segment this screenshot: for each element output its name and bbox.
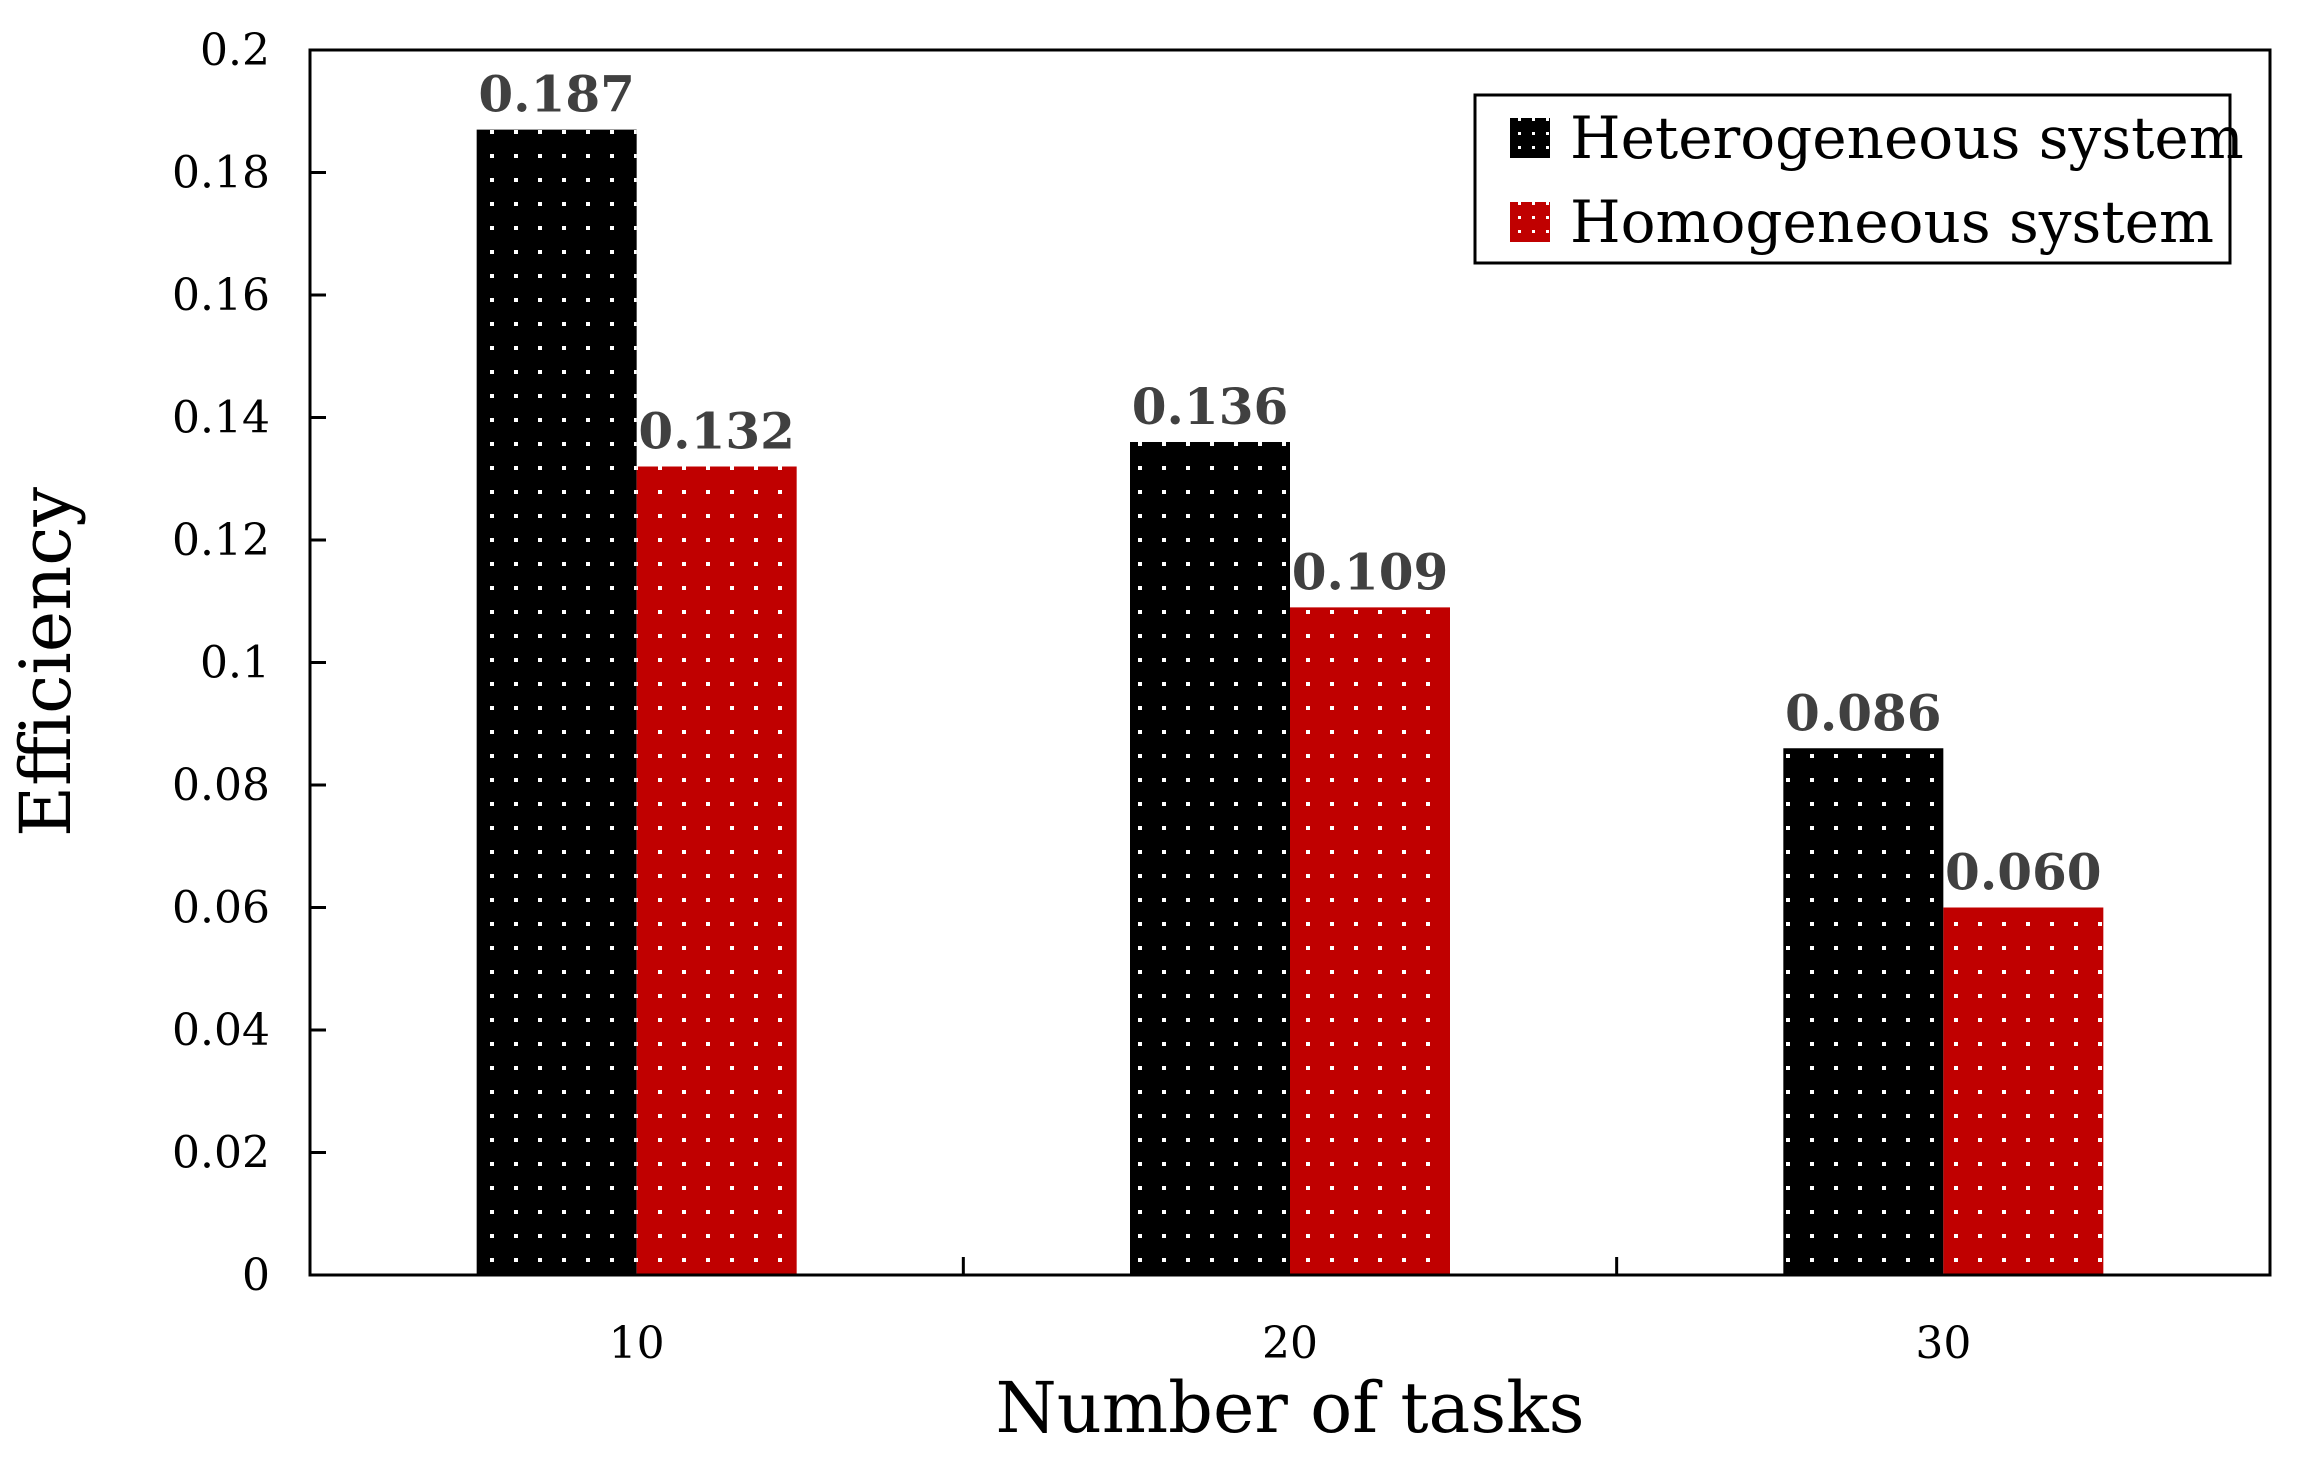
bar: [636, 466, 797, 1275]
bar-pattern: [476, 129, 637, 1275]
legend-swatch: [1510, 118, 1550, 158]
legend-label: Homogeneous system: [1570, 188, 2214, 256]
bars-group: [476, 129, 2104, 1275]
data-label: 0.132: [638, 402, 795, 461]
y-tick-label: 0.02: [172, 1128, 270, 1179]
x-axis-title: Number of tasks: [995, 1367, 1584, 1449]
x-axis: 10 20 30: [609, 1257, 1971, 1369]
data-label: 0.187: [478, 65, 635, 124]
y-tick-label: 0.08: [172, 760, 270, 811]
data-label: 0.109: [1292, 542, 1449, 601]
data-label: 0.060: [1945, 843, 2102, 902]
bar-pattern: [1290, 607, 1450, 1275]
data-label: 0.086: [1785, 683, 1942, 742]
legend-swatch: [1510, 202, 1550, 242]
y-tick-label: 0.2: [200, 25, 270, 76]
y-tick-label: 0.14: [172, 393, 270, 444]
y-tick-label: 0.16: [172, 270, 270, 321]
y-axis-title: Efficiency: [5, 487, 87, 838]
y-tick-label: 0: [242, 1250, 270, 1301]
y-tick-label: 0.06: [172, 883, 270, 934]
legend-label: Heterogeneous system: [1570, 104, 2244, 172]
bar: [476, 129, 637, 1275]
bar-pattern: [1943, 907, 2104, 1275]
y-tick-label: 0.1: [200, 638, 270, 689]
y-axis: 0 0.02 0.04 0.06 0.08 0.1 0.12 0.14 0.16 0.18 0.2: [172, 25, 326, 1301]
legend: Heterogeneous system Homogeneous system: [1473, 93, 2244, 265]
bar: [1290, 607, 1450, 1275]
bar-pattern: [636, 466, 797, 1275]
bar: [1130, 442, 1290, 1275]
y-tick-label: 0.18: [172, 148, 270, 199]
bar: [1943, 907, 2104, 1275]
data-labels-group: 0.187 0.136 0.086 0.132 0.109 0.060: [478, 65, 2101, 902]
x-tick-label: 10: [609, 1318, 665, 1369]
x-tick-label: 30: [1915, 1318, 1971, 1369]
data-label: 0.136: [1132, 377, 1289, 436]
bar-pattern: [1783, 748, 1944, 1275]
legend-box: [1473, 93, 2232, 265]
y-tick-label: 0.12: [172, 515, 270, 566]
bar-pattern: [1130, 442, 1290, 1275]
x-tick-label: 20: [1262, 1318, 1318, 1369]
bar: [1783, 748, 1944, 1275]
y-tick-label: 0.04: [172, 1005, 270, 1056]
